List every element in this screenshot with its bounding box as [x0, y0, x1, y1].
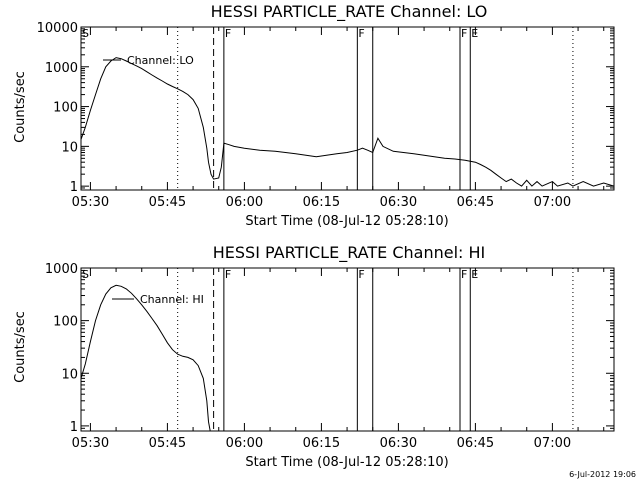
footer-timestamp: 6-Jul-2012 19:06	[569, 470, 636, 479]
y-tick-label: 1000	[45, 262, 78, 277]
chart-title: HESSI PARTICLE_RATE Channel: LO	[211, 2, 488, 22]
marker-label: S	[82, 268, 89, 281]
x-tick-label: 06:15	[303, 436, 340, 451]
x-tick-label: 05:30	[72, 436, 109, 451]
panel-channel-lo: HESSI PARTICLE_RATE Channel: LO Counts/s…	[13, 2, 615, 229]
x-tick-label: 06:45	[457, 195, 494, 210]
x-tick-label: 06:30	[380, 195, 417, 210]
x-axis-label: Start Time (08-Jul-12 05:28:10)	[245, 214, 448, 229]
data-series	[81, 284, 211, 431]
chart-title: HESSI PARTICLE_RATE Channel: HI	[213, 243, 486, 263]
panel-channel-hi: HESSI PARTICLE_RATE Channel: HI Counts/s…	[13, 243, 615, 470]
x-tick-label: 06:00	[226, 195, 263, 210]
x-tick-label: 05:30	[72, 195, 109, 210]
marker-label: F	[461, 27, 467, 40]
x-tick-label: 05:45	[149, 195, 186, 210]
series-line	[81, 57, 614, 187]
x-tick-label: 06:15	[303, 195, 340, 210]
x-tick-label: 07:00	[534, 195, 571, 210]
marker-label: E	[471, 268, 478, 281]
y-tick-label: 1	[70, 420, 78, 435]
series-line	[81, 284, 211, 431]
marker-label: F	[461, 268, 467, 281]
marker-label: F	[225, 268, 231, 281]
marker-label: F	[358, 268, 364, 281]
marker-label: F	[225, 27, 231, 40]
marker-label: S	[82, 27, 89, 40]
y-tick-label: 100	[53, 101, 78, 116]
y-tick-label: 1000	[45, 61, 78, 76]
y-axis-label: Counts/sec	[13, 71, 28, 143]
marker-label: E	[471, 27, 478, 40]
y-tick-label: 10	[61, 140, 78, 155]
x-tick-label: 05:45	[149, 436, 186, 451]
y-tick-label: 100	[53, 315, 78, 330]
x-tick-label: 06:30	[380, 436, 417, 451]
legend-label: Channel: HI	[140, 293, 204, 306]
y-tick-label: 10000	[37, 21, 78, 36]
marker-label: F	[358, 27, 364, 40]
legend-label: Channel: LO	[127, 54, 194, 67]
x-axis-label: Start Time (08-Jul-12 05:28:10)	[245, 455, 448, 470]
data-series	[81, 57, 614, 187]
x-tick-label: 06:00	[226, 436, 263, 451]
x-tick-label: 07:00	[534, 436, 571, 451]
y-axis-label: Counts/sec	[13, 311, 28, 383]
y-tick-label: 1	[70, 180, 78, 195]
x-tick-label: 06:45	[457, 436, 494, 451]
y-tick-label: 10	[61, 367, 78, 382]
plot-frame	[80, 26, 615, 191]
